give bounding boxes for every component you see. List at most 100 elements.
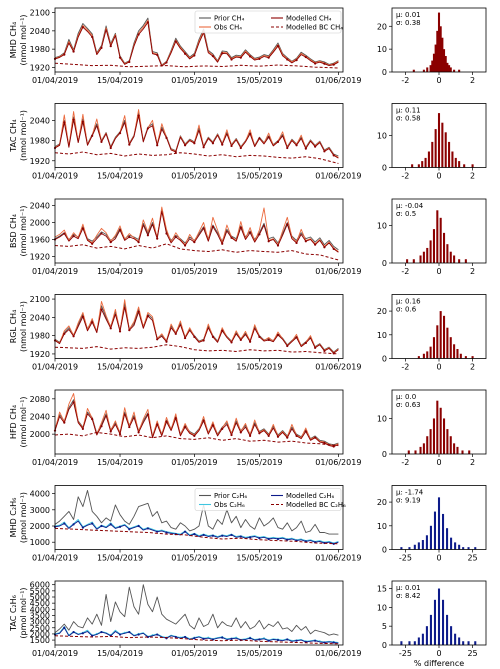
series-model-point <box>230 637 233 640</box>
series-model-point <box>183 635 187 639</box>
histogram-bar <box>443 232 446 263</box>
series-model-point <box>267 639 270 642</box>
histogram-bar <box>458 544 461 550</box>
histogram-bar <box>425 535 428 550</box>
hist-sigma-label: σ: 0.5 <box>396 210 416 218</box>
legend-box <box>194 10 342 34</box>
series-model-point <box>63 626 66 629</box>
histogram-bar <box>431 60 434 72</box>
series-model-point <box>248 231 252 234</box>
series-model-point <box>304 240 307 243</box>
series-model-point <box>239 56 242 59</box>
hist-mean-label: μ: 0.01 <box>396 584 421 592</box>
histogram-bar <box>456 349 459 359</box>
hist-x-tick-label: 0 <box>436 172 441 181</box>
series-model-point <box>156 237 159 240</box>
series-model-point <box>109 430 112 433</box>
series-model-point <box>230 341 233 344</box>
histogram-bar <box>422 443 425 454</box>
hist-y-tick-label: 0 <box>382 641 387 650</box>
series-model-point <box>230 533 233 537</box>
histogram-bar <box>458 69 461 72</box>
series-model-point <box>174 417 177 420</box>
series-model-point <box>165 420 168 423</box>
series-model-point <box>258 57 261 60</box>
y-tick-label: 4000 <box>30 490 50 499</box>
y-axis-label: RGL CH₄ (nmol mol⁻¹) <box>9 301 28 352</box>
series-model-point <box>63 53 66 56</box>
series-obs-line <box>54 519 339 544</box>
legend-label: Obs C₂H₆ <box>214 501 245 509</box>
histogram-bar <box>458 637 461 645</box>
histogram-bar <box>436 30 439 72</box>
hist-x-tick-label: 2 <box>470 458 475 467</box>
series-model-point <box>165 136 168 139</box>
histogram-bar <box>450 626 453 645</box>
histogram-bar <box>468 450 471 454</box>
hist-x-tick-label: 0 <box>436 363 441 372</box>
histogram-bar <box>464 259 467 263</box>
x-tick-label: 15/04/2019 <box>97 172 143 181</box>
series-model-point <box>91 242 94 245</box>
legend-box <box>194 488 342 511</box>
series-model-point <box>174 40 177 43</box>
histogram-bar <box>467 641 470 645</box>
y-axis-label-line2: (pmol mol⁻¹) <box>19 492 28 543</box>
histogram-bar <box>462 547 465 550</box>
series-model-point <box>332 542 335 545</box>
series-model-point <box>211 142 215 145</box>
series-model-point <box>258 638 261 641</box>
series-model-point <box>183 244 187 247</box>
y-axis-label-line1: TAC C₂H₆ <box>9 595 18 632</box>
series-model-point <box>193 142 196 145</box>
series-model-point <box>81 632 84 635</box>
hist-y-tick-label: 10 <box>377 45 387 54</box>
histogram-bar <box>467 547 470 550</box>
series-model-point <box>146 127 150 130</box>
histogram-bar <box>412 69 415 72</box>
histogram-bar <box>426 436 429 454</box>
series-model-point <box>323 246 326 249</box>
histogram-bar <box>419 255 422 263</box>
series-model-point <box>165 531 168 534</box>
y-axis-label-line1: TAC CH₄ <box>9 119 18 153</box>
series-model-point <box>267 56 270 59</box>
histogram-bar <box>441 37 444 72</box>
histogram-bar <box>421 633 424 645</box>
histogram-bar <box>454 633 457 645</box>
series-model-point <box>276 333 280 337</box>
histogram-bar <box>417 542 420 550</box>
histogram-bar <box>443 49 446 72</box>
y-tick-label: 1500 <box>30 636 50 645</box>
series-model-point <box>239 146 242 150</box>
series-model-point <box>332 641 335 644</box>
y-tick-label: 1920 <box>30 63 50 72</box>
x-tick-label: 01/06/2019 <box>315 76 361 85</box>
histogram-bar <box>421 540 424 550</box>
y-tick-label: 1920 <box>30 253 50 262</box>
timeseries-axes: 1920 1980 2040 01/04/2019 15/04/2019 01/05/20… <box>9 103 361 181</box>
series-model-point <box>295 59 298 62</box>
histogram-bar <box>424 157 427 168</box>
histogram-bar <box>426 351 429 359</box>
series-model-point <box>211 424 215 427</box>
series-model-point <box>221 427 224 430</box>
hist-y-tick-label: 0 <box>382 450 387 459</box>
x-tick-label: 15/05/2019 <box>236 267 282 276</box>
histogram-bar <box>408 547 411 550</box>
y-tick-label: 2040 <box>30 27 50 36</box>
histogram-axes: 0 10 20 -2 0 2 μ: 0.01σ: 0.38 <box>377 7 487 85</box>
series-model-point <box>174 635 177 639</box>
x-tick-label: 15/05/2019 <box>236 649 282 658</box>
histogram-bar <box>471 356 474 359</box>
series-model-point <box>221 242 224 245</box>
series-model-point <box>72 335 75 338</box>
hist-x-tick-label: 2 <box>470 267 475 276</box>
x-tick-label: 01/04/2019 <box>32 458 78 467</box>
x-tick-label: 01/05/2019 <box>171 76 217 85</box>
series-model-point <box>239 338 242 342</box>
series-model-point <box>276 140 280 143</box>
series-model-point <box>304 341 307 345</box>
